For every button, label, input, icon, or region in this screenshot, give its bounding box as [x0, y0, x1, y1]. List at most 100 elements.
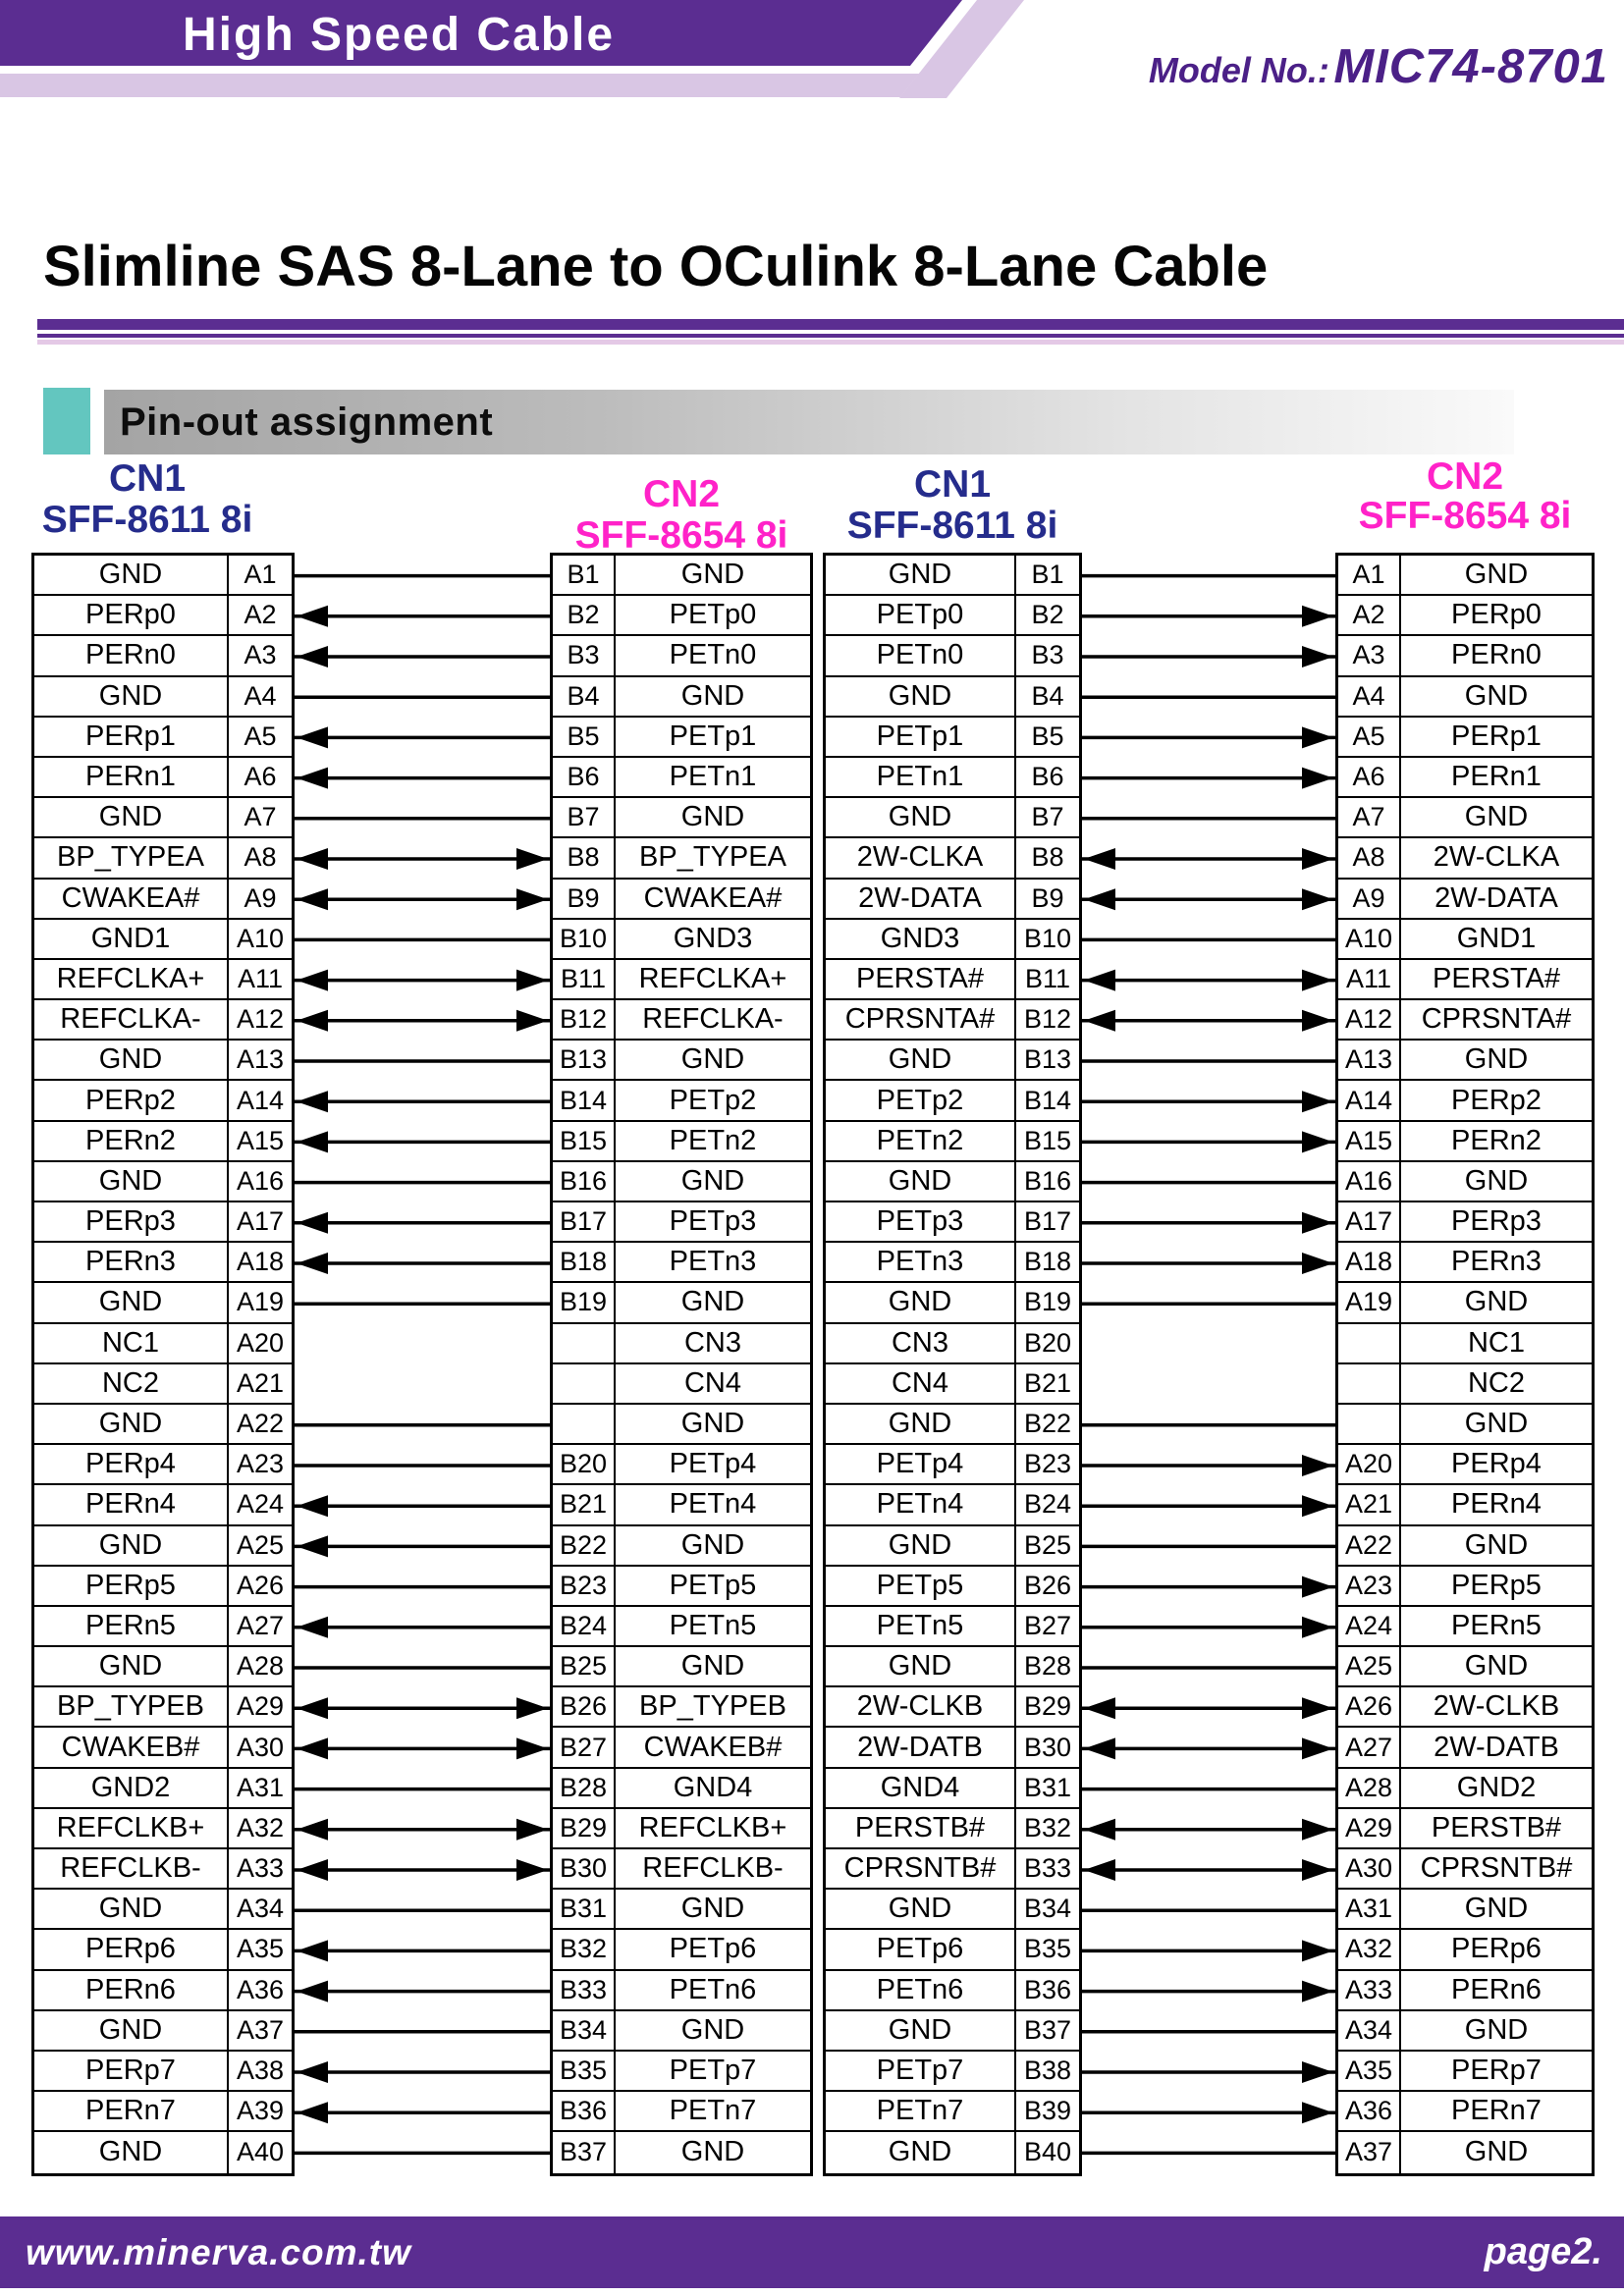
- pin-cell: B33: [553, 1970, 616, 2009]
- table-row: A4 GND: [1338, 676, 1592, 718]
- pin-cell: A24: [1338, 1606, 1401, 1646]
- table-row: NC1: [1338, 1323, 1592, 1364]
- table-row: PETp1 B5: [826, 717, 1079, 758]
- signal-cell: 2W-DATA: [826, 879, 1016, 918]
- signal-cell: PETp2: [669, 1084, 757, 1116]
- section-title: Pin-out assignment: [120, 400, 494, 444]
- table-left-cn1: GND A1 PERp0 A2 PERn0 A3 GND A4 PERp1 A5 PERn1 A6 GN…: [31, 553, 295, 2176]
- arrowhead-icon: [516, 1737, 548, 1760]
- signal-cell: PETp1: [669, 720, 757, 752]
- arrowhead-icon: [297, 1211, 328, 1234]
- table-row: PERn6 A36: [34, 1970, 292, 2011]
- signal-cell: GND: [826, 556, 1016, 595]
- table-left-cn2: B1 GND B2 PETp0 B3 PETn0 B4 GND B5 PETp1 B6 PETn1 B7…: [550, 553, 813, 2176]
- arrowhead-icon: [1302, 726, 1333, 749]
- pin-cell: A1: [244, 560, 277, 590]
- arrowhead-icon: [516, 1859, 548, 1881]
- pin-cell: A11: [237, 963, 284, 993]
- pin-cell: A10: [1338, 919, 1401, 958]
- signal-cell: GND: [34, 1525, 229, 1565]
- signal-cell: CWAKEA#: [643, 881, 783, 914]
- table-row: GND B34: [826, 1890, 1079, 1931]
- table-row: A5 PERp1: [1338, 717, 1592, 758]
- signal-cell: REFCLKB-: [34, 1849, 229, 1889]
- pin-cell: B14: [553, 1081, 616, 1120]
- table-row: B37 GND: [553, 2132, 810, 2173]
- pin-cell: A1: [1338, 556, 1401, 595]
- pin-cell: B36: [1023, 1974, 1072, 2004]
- pin-cell: B13: [1023, 1044, 1072, 1075]
- pin-cell: B7: [553, 798, 616, 837]
- arrowhead-icon: [297, 1253, 328, 1274]
- pin-cell: A19: [1338, 1283, 1401, 1322]
- left-arrow-lines: [295, 573, 550, 2156]
- pin-cell: B38: [1023, 2056, 1072, 2086]
- arrowhead-icon: [1084, 1697, 1115, 1720]
- table-row: CPRSNTA# B12: [826, 1000, 1079, 1041]
- table-row: B19 GND: [553, 1283, 810, 1324]
- table-row: PERSTB# B32: [826, 1808, 1079, 1849]
- signal-cell: GND: [1464, 1893, 1529, 1925]
- table-row: A21 PERn4: [1338, 1485, 1592, 1526]
- pin-cell: B25: [553, 1647, 616, 1686]
- pin-cell: A6: [244, 762, 277, 792]
- table-row: B7 GND: [553, 798, 810, 839]
- pin-cell: A12: [236, 1004, 285, 1035]
- table-row: 2W-DATA B9: [826, 879, 1079, 920]
- table-row: B3 PETn0: [553, 636, 810, 677]
- pin-cell: [553, 1323, 616, 1362]
- table-row: B32 PETp6: [553, 1930, 810, 1971]
- signal-cell: PERp5: [34, 1566, 229, 1605]
- table-row: PETn5 B27: [826, 1606, 1079, 1648]
- pin-cell: A2: [1338, 596, 1401, 635]
- table-row: A20 PERp4: [1338, 1445, 1592, 1486]
- signal-cell: PETn4: [669, 1488, 757, 1521]
- pin-cell: A40: [236, 2137, 285, 2167]
- pin-cell: B9: [553, 879, 616, 918]
- pin-cell: A26: [236, 1570, 285, 1600]
- signal-cell: PETp0: [669, 599, 757, 631]
- pin-cell: B22: [1023, 1409, 1072, 1439]
- signal-cell: GND: [1464, 1286, 1529, 1318]
- banner-title: High Speed Cable: [183, 9, 616, 61]
- pin-cell: B23: [553, 1566, 616, 1605]
- table-row: A12 CPRSNTA#: [1338, 1000, 1592, 1041]
- signal-cell: PERp0: [1451, 599, 1542, 631]
- table-row: PETp4 B23: [826, 1445, 1079, 1486]
- signal-cell: NC1: [34, 1323, 229, 1362]
- pin-cell: A35: [236, 1934, 285, 1964]
- pin-cell: A35: [1338, 2051, 1401, 2091]
- pin-cell: B31: [1023, 1772, 1072, 1802]
- table-row: B33 PETn6: [553, 1970, 810, 2011]
- arrowhead-icon: [297, 1697, 328, 1720]
- signal-cell: GND1: [34, 919, 229, 958]
- footer-band: www.minerva.com.tw page2.: [0, 2216, 1624, 2288]
- signal-cell: GND: [826, 2010, 1016, 2050]
- table-row: PERp3 A17: [34, 1202, 292, 1244]
- pin-cell: A18: [1338, 1243, 1401, 1282]
- pin-cell: B20: [1023, 1327, 1072, 1358]
- pin-cell: A39: [236, 2096, 285, 2126]
- signal-cell: PERn1: [1451, 761, 1542, 793]
- signal-cell: PETn7: [826, 2092, 1016, 2131]
- signal-cell: 2W-CLKA: [1433, 841, 1560, 874]
- signal-cell: NC2: [1467, 1366, 1525, 1399]
- table-row: GND A13: [34, 1041, 292, 1082]
- arrowhead-icon: [1084, 848, 1115, 870]
- signal-cell: BP_TYPEA: [639, 841, 786, 874]
- arrowhead-icon: [297, 646, 328, 667]
- arrowhead-icon: [1302, 848, 1333, 870]
- table-row: GND A19: [34, 1283, 292, 1324]
- pin-cell: [1338, 1323, 1401, 1362]
- table-row: PETn3 B18: [826, 1243, 1079, 1284]
- signal-cell: PETn0: [826, 636, 1016, 675]
- table-row: GND A16: [34, 1161, 292, 1202]
- signal-cell: GND: [680, 1286, 745, 1318]
- banner-lavender-bar: [0, 74, 919, 97]
- pin-cell: B10: [1023, 923, 1072, 953]
- pin-cell: B4: [1031, 680, 1064, 711]
- table-row: A15 PERn2: [1338, 1121, 1592, 1162]
- pin-cell: A37: [1338, 2132, 1401, 2173]
- signal-cell: PETn4: [826, 1485, 1016, 1524]
- signal-cell: PERSTA#: [1432, 962, 1560, 994]
